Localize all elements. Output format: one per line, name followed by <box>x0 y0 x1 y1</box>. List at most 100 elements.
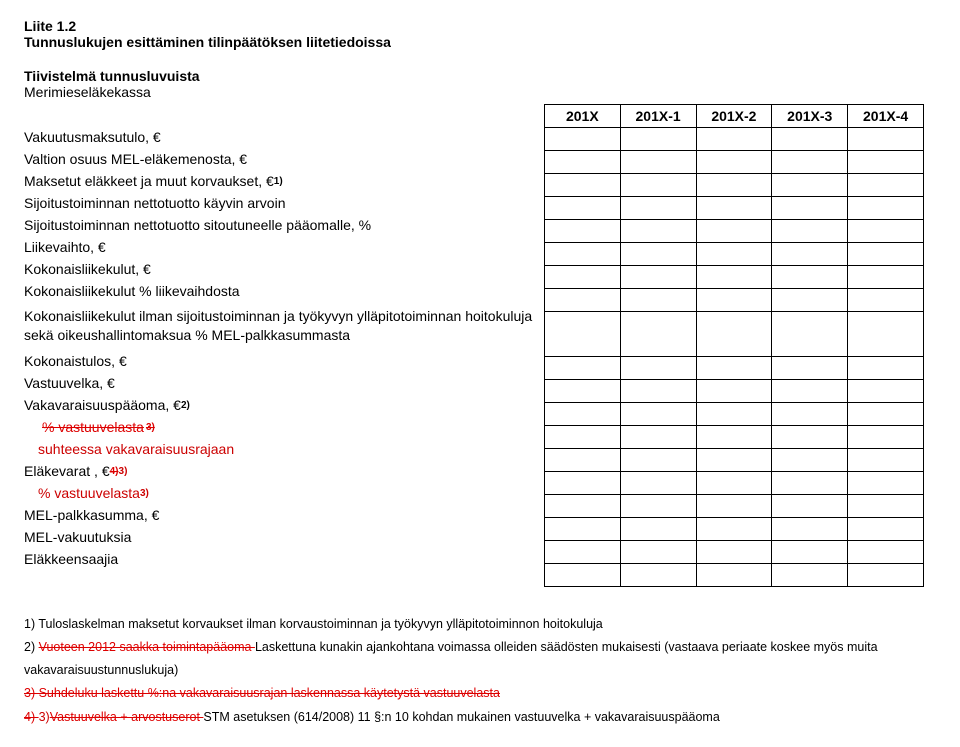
inserted-superscript: 3) <box>140 488 149 499</box>
label-row: Vastuuvelka, € <box>24 372 544 394</box>
table-cell <box>848 312 924 357</box>
table-cell <box>848 518 924 541</box>
label-row-inserted: % vastuuvelasta 3) <box>24 482 544 504</box>
label-row: Vakavaraisuuspääoma, € 2) <box>24 394 544 416</box>
table-cell <box>696 518 772 541</box>
table-cell <box>696 266 772 289</box>
label-row: Kokonaistulos, € <box>24 350 544 372</box>
table-row <box>545 174 924 197</box>
footnote: 4) 3)Vastuuvelka + arvostuserot STM aset… <box>24 706 936 729</box>
table-row <box>545 128 924 151</box>
table-cell <box>696 151 772 174</box>
table-cell <box>545 541 621 564</box>
table-cell <box>696 449 772 472</box>
table-cell <box>545 403 621 426</box>
footnote: 1) Tuloslaskelman maksetut korvaukset il… <box>24 613 936 636</box>
table-cell <box>696 472 772 495</box>
table-cell <box>545 564 621 587</box>
footnote-text: STM asetuksen (614/2008) 11 §:n 10 kohda… <box>203 710 719 724</box>
label-row: Sijoitustoiminnan nettotuotto sitoutunee… <box>24 214 544 236</box>
col-header: 201X-4 <box>848 105 924 128</box>
table-row <box>545 197 924 220</box>
label-row-struck: % vastuuvelasta 3) <box>24 416 544 438</box>
table-cell <box>848 403 924 426</box>
label-row: Maksetut eläkkeet ja muut korvaukset, € … <box>24 170 544 192</box>
table-cell <box>772 403 848 426</box>
labels-column: Vakuutusmaksutulo, € Valtion osuus MEL-e… <box>24 104 544 570</box>
table-cell <box>772 174 848 197</box>
table-cell <box>848 197 924 220</box>
table-cell <box>848 541 924 564</box>
label-row: Valtion osuus MEL-eläkemenosta, € <box>24 148 544 170</box>
table-row <box>545 151 924 174</box>
table-cell <box>772 220 848 243</box>
table-cell <box>772 243 848 266</box>
table-row <box>545 220 924 243</box>
table-cell <box>696 243 772 266</box>
table-cell <box>620 541 696 564</box>
table-cell <box>696 289 772 312</box>
table-cell <box>848 380 924 403</box>
table-cell <box>620 472 696 495</box>
table-cell <box>696 541 772 564</box>
label-text: Maksetut eläkkeet ja muut korvaukset, € <box>24 173 274 189</box>
superscript: 2) <box>181 400 190 411</box>
superscript: 1) <box>274 176 283 187</box>
table-cell <box>620 174 696 197</box>
table-cell <box>848 426 924 449</box>
attachment-number: Liite 1.2 <box>24 18 936 34</box>
table-cell <box>848 357 924 380</box>
table-cell <box>848 174 924 197</box>
label-row: Vakuutusmaksutulo, € <box>24 126 544 148</box>
table-cell <box>772 312 848 357</box>
label-row-inserted: suhteessa vakavaraisuusrajaan <box>24 438 544 460</box>
table-cell <box>696 128 772 151</box>
footnote-text: 2) <box>24 640 39 654</box>
table-cell <box>545 174 621 197</box>
page-title: Tunnuslukujen esittäminen tilinpäätöksen… <box>24 34 936 50</box>
label-row: Eläkevarat , € 4) 3) <box>24 460 544 482</box>
table-cell <box>696 197 772 220</box>
table-cell <box>772 518 848 541</box>
col-header: 201X-3 <box>772 105 848 128</box>
table-row <box>545 380 924 403</box>
col-header: 201X <box>545 105 621 128</box>
inserted-text: % vastuuvelasta <box>38 485 140 501</box>
table-cell <box>545 197 621 220</box>
table-cell <box>696 357 772 380</box>
table-cell <box>848 564 924 587</box>
table-cell <box>772 151 848 174</box>
table-cell <box>545 449 621 472</box>
table-cell <box>620 449 696 472</box>
table-row <box>545 243 924 266</box>
table-row <box>545 403 924 426</box>
table-cell <box>848 151 924 174</box>
table-cell <box>620 197 696 220</box>
table-cell <box>696 312 772 357</box>
table-cell <box>545 220 621 243</box>
table-row <box>545 541 924 564</box>
table-row <box>545 266 924 289</box>
label-row-multiline: Kokonaisliikekulut ilman sijoitustoiminn… <box>24 302 544 350</box>
table-row <box>545 357 924 380</box>
years-table: 201X 201X-1 201X-2 201X-3 201X-4 <box>544 104 924 587</box>
table-cell <box>620 495 696 518</box>
table-cell <box>696 220 772 243</box>
table-cell <box>848 220 924 243</box>
col-header: 201X-2 <box>696 105 772 128</box>
table-cell <box>620 266 696 289</box>
table-cell <box>545 518 621 541</box>
table-cell <box>620 312 696 357</box>
table-cell <box>696 426 772 449</box>
table-cell <box>696 174 772 197</box>
table-cell <box>545 426 621 449</box>
struck-superscript: 3) <box>146 422 155 433</box>
label-row: Kokonaisliikekulut % liikevaihdosta <box>24 280 544 302</box>
table-cell <box>620 357 696 380</box>
table-row <box>545 518 924 541</box>
table-cell <box>848 128 924 151</box>
table-cell <box>620 289 696 312</box>
table-cell <box>620 243 696 266</box>
table-cell <box>772 266 848 289</box>
table-cell <box>848 289 924 312</box>
